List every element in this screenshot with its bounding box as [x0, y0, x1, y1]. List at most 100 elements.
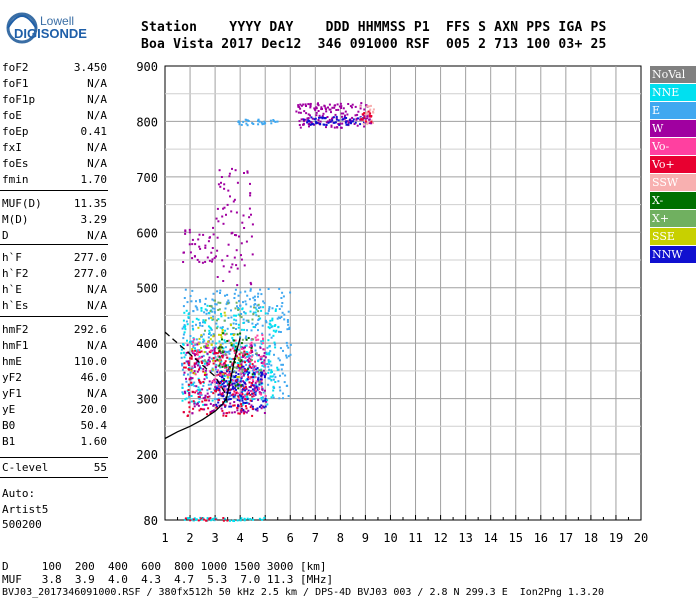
echo-point	[221, 392, 224, 394]
echo-point	[225, 350, 228, 353]
param-value-10: N/A	[87, 229, 107, 242]
echo-point	[240, 365, 243, 368]
echo-point	[236, 376, 239, 378]
echo-point	[247, 389, 250, 392]
echo-point	[286, 344, 289, 347]
echo-point	[260, 374, 263, 377]
echo-point	[234, 395, 237, 398]
echo-point	[207, 383, 210, 386]
echo-point	[272, 378, 275, 381]
echo-point	[309, 102, 312, 105]
echo-point	[243, 367, 246, 370]
echo-point	[241, 390, 244, 393]
echo-point	[222, 222, 225, 225]
echo-point	[270, 369, 273, 372]
echo-point	[255, 371, 258, 373]
echo-point	[237, 405, 239, 408]
echo-point	[272, 396, 275, 399]
echo-point	[198, 379, 200, 382]
header-row-values: Boa Vista 2017 Dec12 346 091000 RSF 005 …	[141, 37, 607, 52]
echo-point	[190, 378, 193, 381]
echo-point	[250, 341, 253, 344]
echo-point	[270, 336, 273, 339]
echo-point	[196, 258, 199, 261]
echo-point	[241, 384, 244, 387]
echo-point	[230, 394, 233, 397]
echo-point	[331, 106, 334, 109]
echo-point	[240, 242, 243, 245]
echo-point	[211, 380, 214, 382]
echo-point	[225, 366, 228, 369]
echo-point	[260, 383, 263, 386]
echo-point	[268, 327, 271, 330]
echo-point	[246, 294, 249, 297]
legend-item-8: X+	[650, 210, 696, 227]
echo-point	[221, 349, 224, 352]
echo-point	[333, 126, 336, 129]
echo-point	[318, 114, 321, 117]
echo-point	[240, 366, 243, 369]
echo-point	[199, 356, 202, 359]
echo-point	[223, 378, 226, 381]
echo-point	[233, 314, 236, 317]
echo-point	[221, 383, 224, 386]
param-value-22: 1.60	[80, 435, 108, 448]
echo-point	[257, 123, 260, 126]
echo-point	[369, 108, 372, 111]
echo-point	[182, 351, 185, 354]
echo-point	[212, 392, 215, 395]
echo-point	[184, 325, 187, 328]
x-tick-label: 17	[559, 531, 573, 545]
echo-point	[240, 356, 243, 359]
echo-point	[212, 292, 215, 295]
echo-point	[205, 373, 208, 376]
echo-point	[249, 355, 252, 357]
echo-point	[224, 307, 227, 310]
x-tick-label: 1	[161, 531, 168, 545]
echo-point	[334, 121, 337, 124]
echo-point	[237, 364, 240, 366]
echo-point	[204, 403, 206, 406]
echo-point	[252, 311, 255, 314]
param-label-1: foF1	[2, 77, 29, 90]
echo-point	[215, 217, 218, 220]
echo-point	[310, 121, 313, 124]
echo-point	[213, 350, 216, 353]
echo-point	[241, 370, 244, 373]
echo-point	[233, 198, 236, 201]
echo-point	[251, 373, 254, 376]
echo-point	[240, 392, 243, 395]
echo-point	[249, 393, 252, 396]
echo-point	[216, 276, 219, 278]
echo-point	[214, 378, 217, 380]
echo-point	[264, 397, 267, 400]
echo-point	[242, 365, 245, 368]
echo-point	[261, 342, 264, 345]
echo-point	[264, 399, 267, 402]
echo-point	[221, 365, 224, 368]
echo-point	[228, 395, 231, 398]
echo-point	[236, 333, 239, 336]
echo-point	[347, 123, 350, 126]
echo-point	[314, 109, 317, 112]
echo-point	[235, 234, 238, 237]
echo-point	[325, 126, 327, 129]
echo-point	[251, 223, 254, 226]
echo-point	[245, 122, 248, 125]
echo-point	[183, 518, 186, 521]
echo-point	[249, 366, 252, 368]
echo-point	[241, 221, 244, 224]
echo-point	[182, 333, 185, 336]
echo-point	[281, 302, 284, 304]
echo-point	[204, 319, 207, 322]
echo-point	[307, 117, 310, 120]
echo-point	[326, 120, 329, 123]
x-tick-label: 5	[262, 531, 269, 545]
echo-point	[209, 370, 212, 373]
echo-point	[226, 519, 229, 522]
echo-point	[261, 334, 264, 337]
echo-point	[189, 341, 191, 343]
y-tick-label: 700	[136, 171, 158, 185]
echo-point	[181, 363, 184, 365]
echo-point	[245, 303, 248, 306]
